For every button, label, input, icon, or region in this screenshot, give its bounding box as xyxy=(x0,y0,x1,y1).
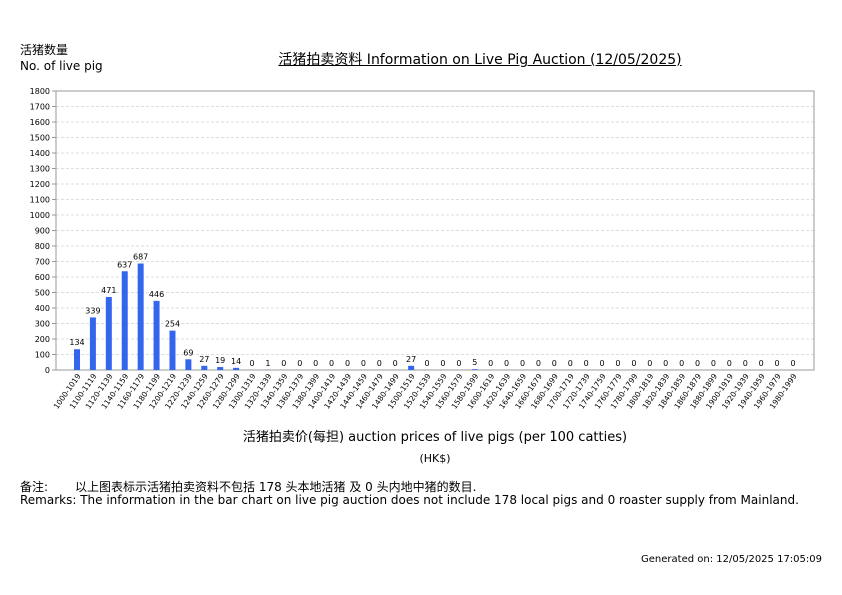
bar xyxy=(105,296,112,370)
y-tick-label: 500 xyxy=(35,289,50,298)
remarks-en: Remarks: The information in the bar char… xyxy=(20,493,799,507)
y-tick-label: 400 xyxy=(35,304,50,313)
bar-value-label: 0 xyxy=(504,359,509,368)
bar-value-label: 27 xyxy=(199,355,209,364)
bar-value-label: 254 xyxy=(165,320,180,329)
y-tick-label: 800 xyxy=(35,242,50,251)
bar xyxy=(89,317,96,370)
bar-value-label: 1 xyxy=(265,359,270,368)
bar-value-label: 19 xyxy=(215,356,225,365)
bar-value-label: 446 xyxy=(149,290,164,299)
bar-value-label: 0 xyxy=(695,359,700,368)
bar-value-label: 0 xyxy=(377,359,382,368)
bar-value-label: 0 xyxy=(759,359,764,368)
bar xyxy=(169,330,176,370)
bar-value-label: 0 xyxy=(568,359,573,368)
bar-value-label: 14 xyxy=(231,357,241,366)
y-tick-label: 1000 xyxy=(30,211,50,220)
x-axis-title: 活猪拍卖价(每担) auction prices of live pigs (p… xyxy=(242,430,628,445)
bar-value-label: 0 xyxy=(647,359,652,368)
bar-value-label: 0 xyxy=(488,359,493,368)
y-tick-label: 900 xyxy=(35,227,50,236)
bar-value-label: 687 xyxy=(133,253,148,262)
bar-value-label: 0 xyxy=(727,359,732,368)
y-tick-label: 1700 xyxy=(30,103,50,112)
bar xyxy=(153,300,160,370)
bar-value-label: 0 xyxy=(456,359,461,368)
y-tick-label: 600 xyxy=(35,273,50,282)
y-tick-label: 1500 xyxy=(30,134,50,143)
generated-timestamp: Generated on: 12/05/2025 17:05:09 xyxy=(641,554,822,565)
bar-value-label: 0 xyxy=(393,359,398,368)
y-tick-label: 1600 xyxy=(30,118,50,127)
bar xyxy=(137,263,144,370)
bar-value-label: 0 xyxy=(790,359,795,368)
y-tick-label: 1100 xyxy=(30,196,50,205)
remarks-zh: 备注: 以上图表标示活猪拍卖资料不包括 178 头本地活猪 及 0 头内地中猪的数… xyxy=(20,480,477,494)
chart-title: 活猪拍卖资料 Information on Live Pig Auction (… xyxy=(278,52,682,68)
y-axis-title-zh: 活猪数量 xyxy=(20,43,69,57)
bar-value-label: 69 xyxy=(183,348,193,357)
bar-value-label: 0 xyxy=(361,359,366,368)
plot-frame xyxy=(55,90,815,371)
bar-value-label: 0 xyxy=(249,359,254,368)
y-tick-label: 0 xyxy=(45,366,50,375)
bar-value-label: 0 xyxy=(520,359,525,368)
bar-value-label: 0 xyxy=(679,359,684,368)
bar-value-label: 0 xyxy=(600,359,605,368)
bar xyxy=(471,369,478,370)
bar-value-label: 0 xyxy=(297,359,302,368)
bar-value-label: 0 xyxy=(281,359,286,368)
y-tick-label: 1800 xyxy=(30,87,50,96)
y-tick-label: 1400 xyxy=(30,149,50,158)
bar xyxy=(408,365,415,370)
bar-value-label: 0 xyxy=(743,359,748,368)
y-tick-label: 100 xyxy=(35,351,50,360)
bar-value-label: 0 xyxy=(345,359,350,368)
y-tick-label: 300 xyxy=(35,320,50,329)
bar-value-label: 134 xyxy=(69,338,84,347)
bar xyxy=(74,349,80,370)
bar-value-label: 0 xyxy=(711,359,716,368)
y-tick-label: 1200 xyxy=(30,180,50,189)
bar-value-label: 0 xyxy=(584,359,589,368)
bar-value-label: 471 xyxy=(101,286,116,295)
bar xyxy=(121,271,128,370)
bar-value-label: 0 xyxy=(329,359,334,368)
bar-value-label: 0 xyxy=(631,359,636,368)
bar-value-label: 0 xyxy=(440,359,445,368)
y-tick-label: 200 xyxy=(35,335,50,344)
bar xyxy=(217,367,224,370)
bar-value-label: 0 xyxy=(313,359,318,368)
bar-value-label: 0 xyxy=(663,359,668,368)
bar xyxy=(233,367,240,370)
y-axis-title-en: No. of live pig xyxy=(20,59,103,73)
bar-value-label: 637 xyxy=(117,260,132,269)
bar-value-label: 339 xyxy=(85,306,100,315)
y-tick-label: 700 xyxy=(35,258,50,267)
bar-value-label: 5 xyxy=(472,358,477,367)
y-tick-label: 1300 xyxy=(30,165,50,174)
bar-value-label: 0 xyxy=(775,359,780,368)
currency-unit: (HK$) xyxy=(419,452,451,465)
bar-value-label: 0 xyxy=(552,359,557,368)
bar xyxy=(185,359,192,370)
bar xyxy=(201,365,208,370)
bar-value-label: 0 xyxy=(536,359,541,368)
bar-value-label: 0 xyxy=(615,359,620,368)
bar-value-label: 27 xyxy=(406,355,416,364)
bar-chart: 0100200300400500600700800900100011001200… xyxy=(30,87,815,411)
y-axis-title: 活猪数量 No. of live pig xyxy=(20,42,103,74)
bar-value-label: 0 xyxy=(424,359,429,368)
